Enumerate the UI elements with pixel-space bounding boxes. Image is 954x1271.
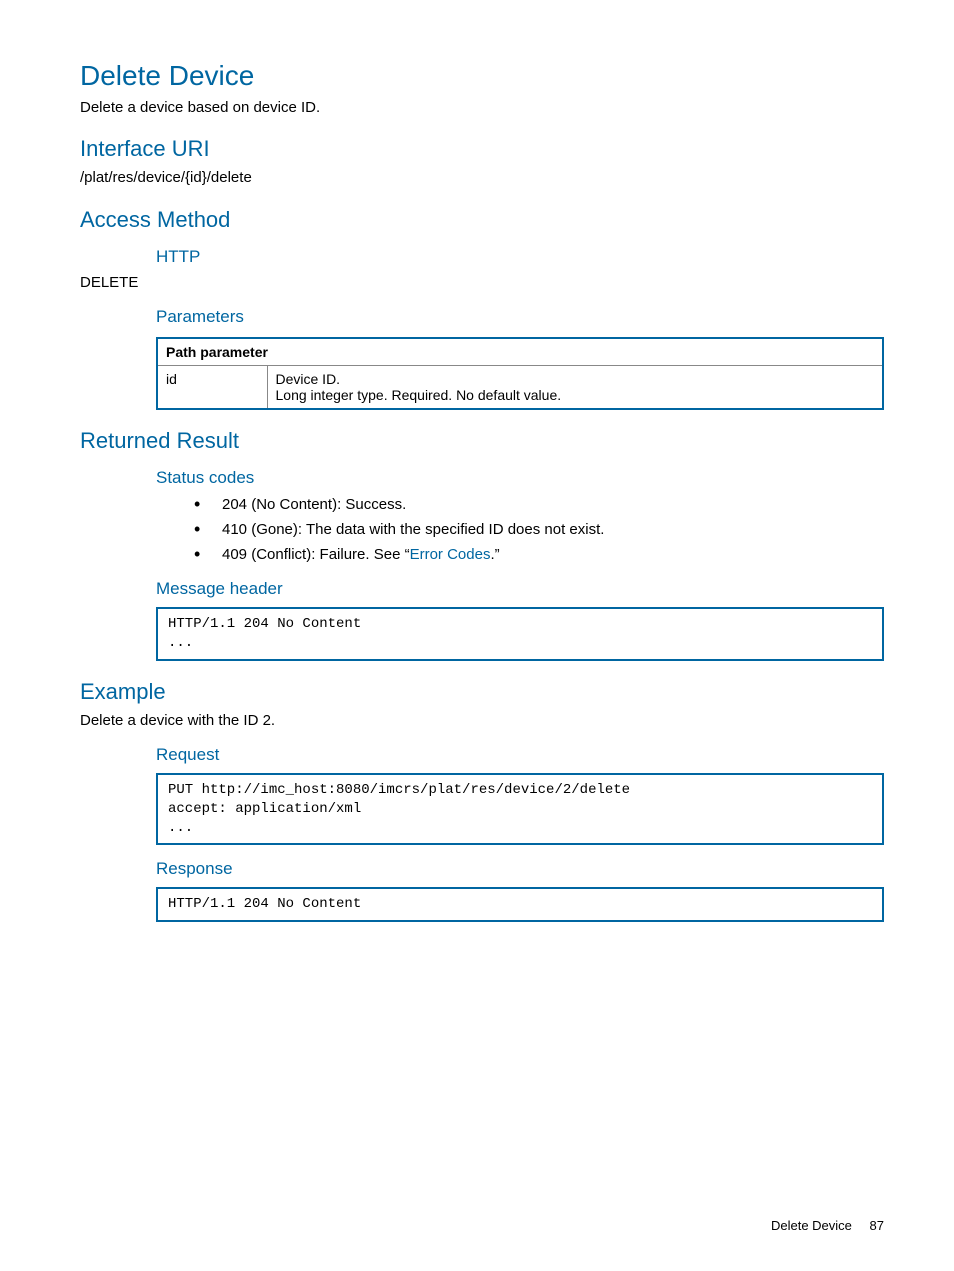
list-item: 204 (No Content): Success. (194, 494, 884, 515)
response-label: Response (156, 859, 884, 879)
list-item: 409 (Conflict): Failure. See “Error Code… (194, 544, 884, 565)
http-value: DELETE (80, 273, 884, 293)
status-codes-list: 204 (No Content): Success. 410 (Gone): T… (80, 494, 884, 565)
page-intro: Delete a device based on device ID. (80, 98, 884, 118)
request-code: PUT http://imc_host:8080/imcrs/plat/res/… (156, 773, 884, 846)
page-title: Delete Device (80, 60, 884, 92)
status-409-prefix: 409 (Conflict): Failure. See “ (222, 546, 410, 563)
section-returned-result: Returned Result (80, 428, 884, 454)
param-desc-line1: Device ID. (276, 371, 341, 387)
response-code: HTTP/1.1 204 No Content (156, 887, 884, 922)
error-codes-link[interactable]: Error Codes (410, 546, 491, 563)
page-footer: Delete Device 87 (771, 1218, 884, 1233)
param-name: id (157, 365, 267, 409)
status-409-suffix: .” (490, 546, 499, 563)
section-interface-uri: Interface URI (80, 136, 884, 162)
status-codes-label: Status codes (156, 468, 884, 488)
footer-title: Delete Device (771, 1218, 852, 1233)
http-label: HTTP (156, 247, 884, 267)
list-item: 410 (Gone): The data with the specified … (194, 519, 884, 540)
interface-uri-value: /plat/res/device/{id}/delete (80, 168, 884, 188)
example-intro: Delete a device with the ID 2. (80, 711, 884, 731)
message-header-code: HTTP/1.1 204 No Content ... (156, 607, 884, 661)
section-access-method: Access Method (80, 207, 884, 233)
table-header: Path parameter (157, 338, 883, 366)
section-example: Example (80, 679, 884, 705)
param-desc-line2: Long integer type. Required. No default … (276, 387, 562, 403)
request-label: Request (156, 745, 884, 765)
parameters-label: Parameters (156, 307, 884, 327)
message-header-label: Message header (156, 579, 884, 599)
footer-page-number: 87 (870, 1218, 884, 1233)
param-desc: Device ID. Long integer type. Required. … (267, 365, 883, 409)
parameters-table: Path parameter id Device ID. Long intege… (156, 337, 884, 410)
